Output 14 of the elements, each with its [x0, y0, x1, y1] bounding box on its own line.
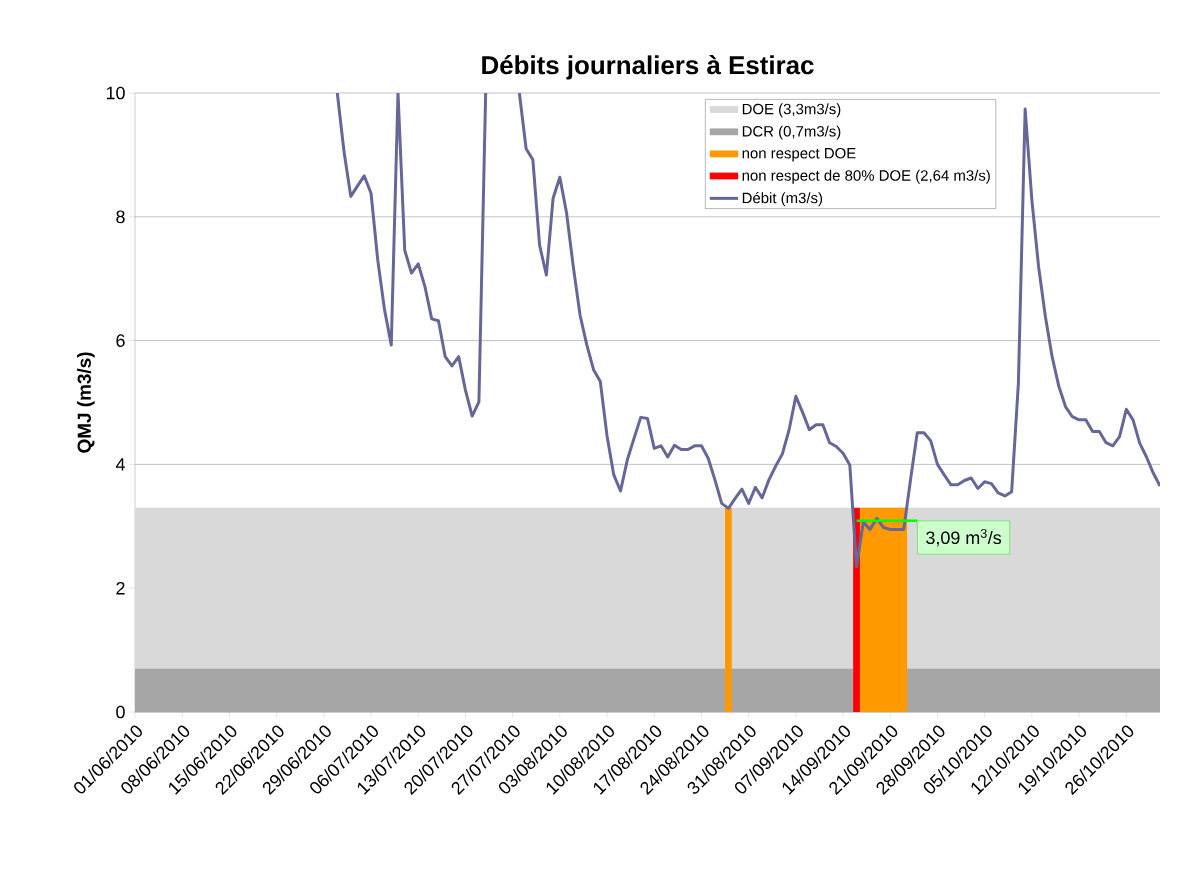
y-tick-label: 0 [116, 705, 125, 719]
y-tick-label: 8 [116, 210, 125, 224]
y-tick-label: 10 [106, 86, 125, 100]
legend-label: Débit (m3/s) [742, 192, 823, 207]
y-tick-label: 2 [116, 581, 125, 595]
legend-label: non respect DOE [742, 147, 856, 162]
annotation: 3,09 m$^{3}$/s [926, 528, 1002, 547]
y-axis-title: QMJ (m3/s) [77, 352, 95, 453]
legend-label: DCR (0,7m3/s) [742, 125, 841, 140]
chart-title: Débits journaliers à Estirac [482, 55, 814, 80]
y-tick-label: 6 [116, 334, 125, 347]
legend-label: DOE (3,3m3/s) [742, 103, 841, 118]
y-tick-label: 4 [115, 458, 125, 471]
legend-label: non respect de 80% DOE (2,64 m3/s) [742, 169, 990, 184]
